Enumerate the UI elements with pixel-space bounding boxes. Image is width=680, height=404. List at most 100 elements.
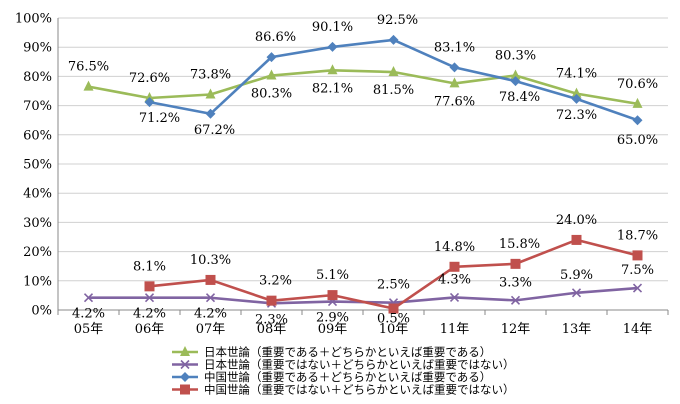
- data-point: [205, 274, 216, 285]
- x-tick-label: 09年: [318, 322, 348, 337]
- data-point: [205, 108, 216, 119]
- data-label: 86.6%: [255, 30, 296, 45]
- legend-label: 日本世論（重要である＋どちらかといえば重要である）: [204, 345, 491, 359]
- series-line: [88, 68, 638, 106]
- series: [83, 34, 643, 314]
- data-point: [632, 97, 643, 108]
- y-tick-label: 100%: [15, 12, 52, 27]
- data-label: 15.8%: [499, 237, 540, 252]
- axes: 0% 10% 20% 30% 40% 50% 60% 70% 80% 90% 100% 05年 06年 0…: [15, 12, 669, 337]
- data-label: 2.3%: [255, 312, 288, 327]
- data-label: 80.3%: [495, 49, 536, 64]
- data-label: 90.1%: [312, 20, 353, 35]
- gridlines: [58, 17, 668, 282]
- y-tick-label: 70%: [23, 99, 52, 114]
- data-point: [144, 92, 155, 103]
- data-label: 92.5%: [377, 13, 418, 28]
- legend-label: 日本世論（重要ではない＋どちらかといえば重要ではない）: [204, 358, 515, 372]
- data-point: [205, 293, 216, 303]
- data-point: [510, 69, 521, 80]
- data-label: 2.5%: [377, 278, 410, 293]
- data-point: [144, 281, 155, 292]
- y-tick-label: 40%: [23, 187, 52, 202]
- x-tick-label: 08年: [257, 322, 287, 337]
- data-label: 4.2%: [194, 307, 227, 322]
- data-label: 83.1%: [434, 40, 475, 55]
- data-label: 5.9%: [560, 268, 593, 283]
- data-label: 0.5%: [377, 312, 410, 327]
- data-label: 71.2%: [139, 111, 180, 126]
- data-point: [144, 293, 155, 303]
- legend-item: 日本世論（重要である＋どちらかといえば重要である）: [172, 345, 491, 359]
- legend-marker: [180, 384, 190, 395]
- legend-marker: [180, 359, 190, 370]
- y-tick-label: 10%: [23, 274, 52, 289]
- x-tick-label: 10年: [379, 322, 409, 337]
- data-point: [144, 97, 155, 108]
- legend-marker: [180, 372, 190, 382]
- series-3: [144, 234, 643, 314]
- legend-label: 中国世論（重要である＋どちらかといえば重要である）: [204, 370, 491, 384]
- data-label: 72.6%: [129, 71, 170, 86]
- legend-label: 中国世論（重要ではない＋どちらかといえば重要ではない）: [204, 383, 515, 397]
- data-label: 67.2%: [194, 123, 235, 138]
- data-point: [510, 258, 521, 269]
- data-label: 76.5%: [68, 60, 109, 75]
- data-point: [83, 80, 94, 91]
- data-point: [388, 34, 399, 45]
- data-point: [266, 295, 277, 306]
- data-label: 3.3%: [499, 275, 532, 290]
- data-label: 24.0%: [556, 213, 597, 228]
- legend: 日本世論（重要である＋どちらかといえば重要である）日本世論（重要ではない＋どちら…: [172, 345, 515, 397]
- data-point: [388, 303, 399, 314]
- data-point: [571, 93, 582, 104]
- data-label: 2.9%: [316, 311, 349, 326]
- data-label: 77.6%: [434, 94, 475, 109]
- data-label: 72.3%: [556, 108, 597, 123]
- data-label: 10.3%: [190, 253, 231, 268]
- legend-item: 中国世論（重要である＋どちらかといえば重要である）: [172, 370, 491, 384]
- y-tick-label: 90%: [23, 41, 52, 56]
- series-1: [83, 283, 643, 308]
- x-tick-label: 11年: [440, 322, 470, 337]
- data-point: [510, 295, 521, 305]
- data-label: 4.2%: [133, 307, 166, 322]
- legend-item: 日本世論（重要ではない＋どちらかといえば重要ではない）: [172, 358, 515, 372]
- data-label: 81.5%: [373, 83, 414, 98]
- data-label: 3.2%: [259, 274, 292, 289]
- data-point: [388, 66, 399, 77]
- data-point: [327, 64, 338, 75]
- x-tick-label: 05年: [74, 322, 104, 337]
- data-point: [449, 292, 460, 303]
- x-tick-label: 14年: [623, 322, 653, 337]
- data-point: [83, 293, 94, 303]
- y-tick-label: 80%: [23, 70, 52, 85]
- data-point: [632, 115, 643, 126]
- data-label: 73.8%: [190, 68, 231, 83]
- x-tick-label: 06年: [135, 322, 165, 337]
- data-label: 70.6%: [617, 77, 658, 92]
- data-labels: 76.5% 72.6% 73.8% 80.3% 82.1% 81.5% 77.6% 80.3%…: [68, 13, 658, 327]
- data-point: [327, 290, 338, 301]
- data-label: 74.1%: [556, 67, 597, 82]
- y-tick-label: 20%: [23, 245, 52, 260]
- data-point: [449, 261, 460, 272]
- y-tick-label: 50%: [23, 158, 52, 173]
- data-label: 14.8%: [434, 240, 475, 255]
- x-tick-label: 07年: [196, 322, 226, 337]
- data-label: 78.4%: [499, 90, 540, 105]
- data-label: 80.3%: [251, 87, 292, 102]
- data-point: [266, 52, 277, 63]
- y-tick-label: 60%: [23, 128, 52, 143]
- data-point: [571, 234, 582, 245]
- legend-item: 中国世論（重要ではない＋どちらかといえば重要ではない）: [172, 383, 515, 397]
- data-point: [449, 77, 460, 88]
- data-label: 8.1%: [133, 259, 166, 274]
- data-point: [571, 288, 582, 298]
- data-point: [449, 62, 460, 73]
- data-label: 5.1%: [316, 268, 349, 283]
- data-label: 4.2%: [72, 307, 105, 322]
- series-0: [83, 64, 643, 108]
- data-label: 4.3%: [438, 272, 471, 287]
